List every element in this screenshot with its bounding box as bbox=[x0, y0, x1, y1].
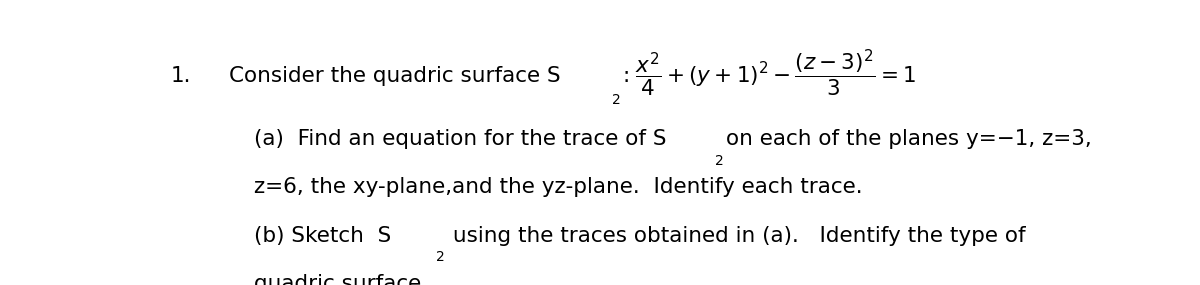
Text: z=6, the xy-plane,and the yz-plane.  Identify each trace.: z=6, the xy-plane,and the yz-plane. Iden… bbox=[254, 177, 863, 197]
Text: 2: 2 bbox=[612, 93, 620, 107]
Text: :: : bbox=[623, 66, 630, 86]
Text: quadric surface.: quadric surface. bbox=[254, 274, 428, 285]
Text: $\dfrac{x^{2}}{4} + (y + 1)^{2} - \dfrac{(z-3)^{2}}{3} = 1$: $\dfrac{x^{2}}{4} + (y + 1)^{2} - \dfrac… bbox=[636, 47, 917, 98]
Text: on each of the planes y=−1, z=3,: on each of the planes y=−1, z=3, bbox=[726, 129, 1092, 149]
Text: 2: 2 bbox=[715, 154, 724, 168]
Text: Consider the quadric surface S: Consider the quadric surface S bbox=[229, 66, 560, 86]
Text: 1.: 1. bbox=[170, 66, 191, 86]
Text: using the traces obtained in (a).   Identify the type of: using the traces obtained in (a). Identi… bbox=[445, 226, 1025, 246]
Text: (a)  Find an equation for the trace of S: (a) Find an equation for the trace of S bbox=[254, 129, 667, 149]
Text: 2: 2 bbox=[436, 250, 444, 264]
Text: (b) Sketch  S: (b) Sketch S bbox=[254, 226, 391, 246]
